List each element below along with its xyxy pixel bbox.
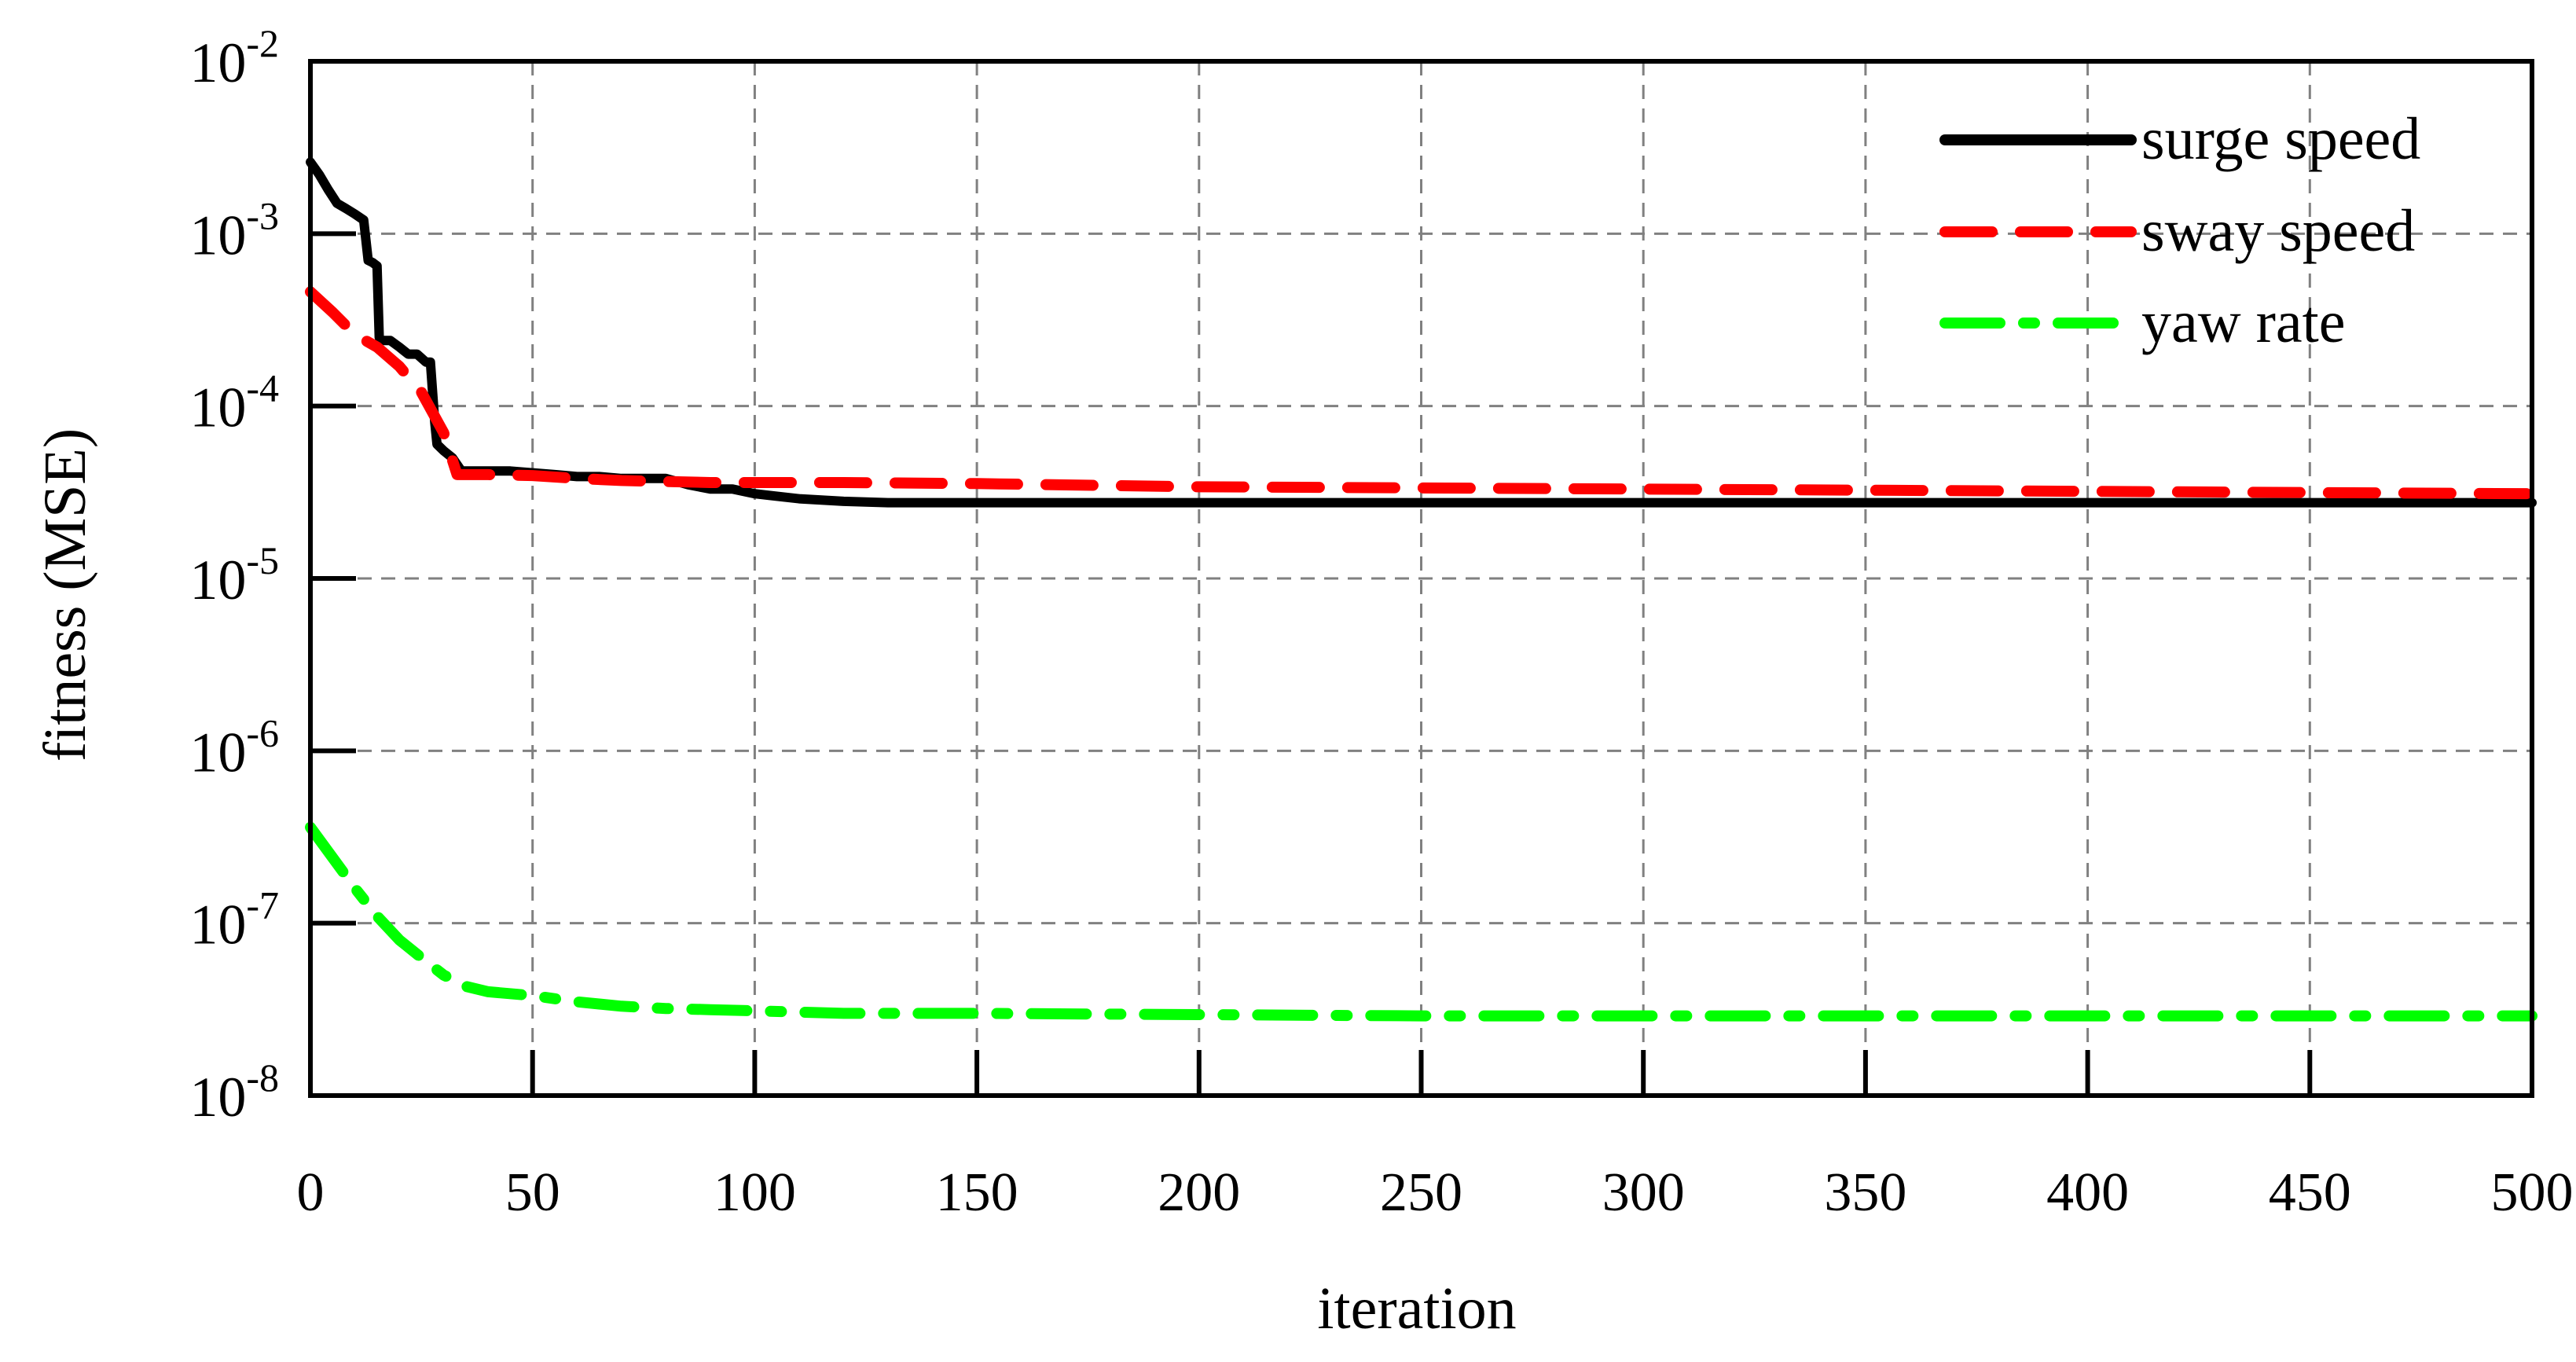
- y-tick-exponent: -4: [246, 366, 279, 410]
- y-tick-exponent: -7: [246, 883, 279, 927]
- y-tick-label: 10-4: [189, 366, 279, 439]
- x-tick-label: 250: [1380, 1162, 1462, 1223]
- grid-lines: [310, 61, 2532, 1096]
- y-tick-base: 10: [189, 721, 246, 784]
- y-tick-exponent: -6: [246, 710, 279, 754]
- y-tick-base: 10: [189, 894, 246, 956]
- data-series: [305, 157, 2537, 1022]
- series-line-yaw-rate: [305, 821, 2537, 1022]
- y-tick-labels: 10-210-310-410-510-610-710-8: [189, 21, 279, 1129]
- y-tick-exponent: -5: [246, 538, 279, 582]
- y-tick-base: 10: [189, 1066, 246, 1129]
- x-tick-label: 200: [1158, 1162, 1240, 1223]
- y-tick-base: 10: [189, 549, 246, 611]
- x-tick-label: 150: [936, 1162, 1018, 1223]
- x-tick-label: 300: [1602, 1162, 1685, 1223]
- y-tick-exponent: -8: [246, 1055, 279, 1100]
- y-tick-label: 10-7: [189, 883, 279, 956]
- x-tick-label: 350: [1824, 1162, 1906, 1223]
- series-line-surge-speed: [306, 157, 2537, 508]
- y-tick-base: 10: [189, 376, 246, 439]
- x-tick-label: 450: [2269, 1162, 2351, 1223]
- x-tick-label: 100: [714, 1162, 796, 1223]
- y-tick-label: 10-2: [189, 21, 279, 94]
- x-tick-label: 50: [505, 1162, 560, 1223]
- legend-label: yaw rate: [2141, 289, 2346, 355]
- y-tick-base: 10: [189, 204, 246, 266]
- y-axis-label: fitness (MSE): [32, 428, 98, 762]
- y-tick-base: 10: [189, 31, 246, 94]
- tick-marks: [310, 231, 2313, 1096]
- x-axis-label: iteration: [1317, 1276, 1516, 1342]
- y-tick-exponent: -3: [246, 193, 279, 237]
- series-line-sway-speed: [305, 286, 2537, 500]
- x-tick-label: 0: [297, 1162, 325, 1223]
- x-tick-labels: 0 50 100 150 200 250 300 350 400 450 500: [297, 1162, 2574, 1223]
- plot-frame: [308, 59, 2534, 1098]
- y-tick-label: 10-8: [189, 1055, 279, 1129]
- y-tick-label: 10-3: [189, 193, 279, 266]
- y-tick-exponent: -2: [246, 21, 279, 65]
- x-tick-label: 400: [2046, 1162, 2129, 1223]
- x-tick-label: 500: [2491, 1162, 2574, 1223]
- y-tick-label: 10-6: [189, 710, 279, 784]
- legend: surge speed sway speed yaw rate: [1939, 106, 2420, 355]
- y-tick-label: 10-5: [189, 538, 279, 611]
- legend-label: surge speed: [2141, 106, 2420, 172]
- legend-label: sway speed: [2141, 198, 2415, 264]
